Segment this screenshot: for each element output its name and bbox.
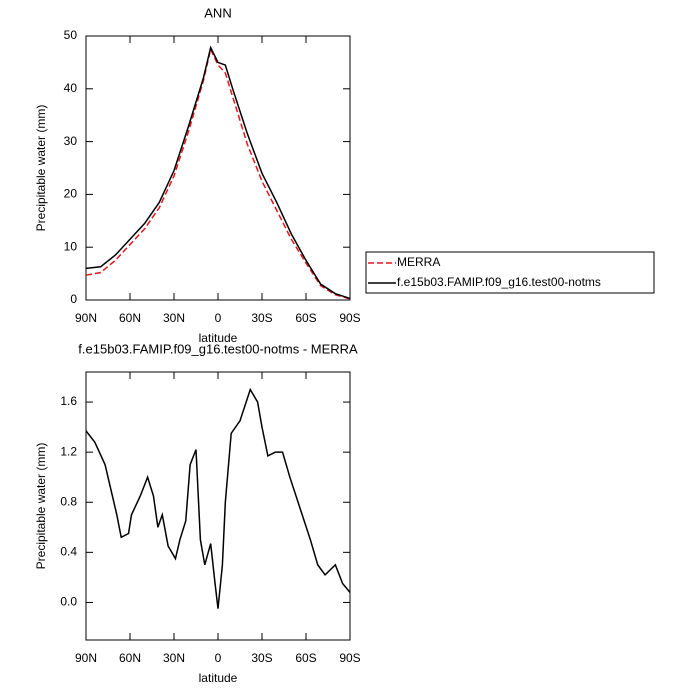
x-tick-label: 90S [339,651,360,665]
legend-label: f.e15b03.FAMIP.f09_g16.test00-notms [397,275,601,289]
y-tick-label: 40 [64,81,78,95]
x-tick-label: 30S [251,311,272,325]
plot-frame [85,35,351,301]
y-tick-label: 0.4 [60,545,77,559]
y-tick-label: 0.0 [60,595,77,609]
x-tick-label: 30N [163,651,185,665]
x-tick-label: 60S [295,651,316,665]
x-tick-label: 90N [75,311,97,325]
legend-box [365,251,655,294]
x-tick-label: 0 [215,651,222,665]
y-tick-label: 1.6 [60,394,77,408]
x-tick-label: 0 [215,311,222,325]
x-tick-label: 60S [295,311,316,325]
x-tick-label: 90N [75,651,97,665]
plot-frame [85,371,351,641]
panel-title: f.e15b03.FAMIP.f09_g16.test00-notms - ME… [78,341,358,356]
x-tick-label: 60N [119,651,141,665]
data-line [85,387,351,609]
y-axis-label: Precipitable water (mm) [34,105,48,232]
legend-label: MERRA [397,255,440,269]
data-line [85,45,351,300]
x-tick-label: 90S [339,311,360,325]
x-axis-label: latitude [199,331,238,345]
y-tick-label: 0 [70,292,77,306]
y-axis-label: Precipitable water (mm) [34,443,48,570]
x-tick-label: 30S [251,651,272,665]
y-tick-label: 10 [64,239,78,253]
x-tick-label: 30N [163,311,185,325]
y-tick-label: 50 [64,28,78,42]
panel-title: ANN [204,5,231,20]
x-tick-label: 60N [119,311,141,325]
data-line [85,46,351,300]
y-tick-label: 1.2 [60,444,77,458]
x-axis-label: latitude [199,671,238,685]
y-tick-label: 30 [64,134,78,148]
y-tick-label: 0.8 [60,494,77,508]
y-tick-label: 20 [64,187,78,201]
